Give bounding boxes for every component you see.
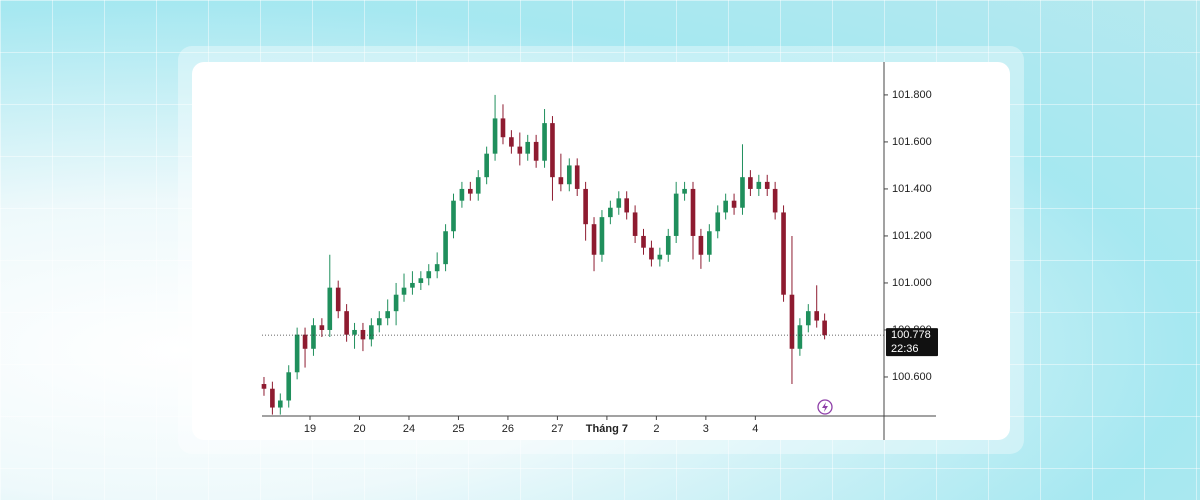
candle-body (426, 271, 432, 279)
candle-body (797, 325, 803, 349)
x-tick-label: Tháng 7 (586, 423, 628, 435)
candle-body (772, 188, 778, 213)
candle-body (707, 231, 712, 255)
candle-body (344, 311, 349, 335)
candle-body (764, 181, 770, 189)
candle-body (566, 165, 572, 185)
y-tick-label: 100.600 (892, 371, 932, 383)
candle-body (789, 294, 795, 349)
candle-body (525, 141, 531, 154)
candle-body (698, 235, 704, 255)
candle-body (665, 235, 671, 255)
candle-body (401, 287, 407, 295)
candle-body (335, 287, 341, 312)
y-tick-label: 101.400 (892, 183, 932, 195)
candle-body (294, 334, 300, 373)
x-tick-label: 3 (703, 423, 709, 435)
event-icon[interactable] (817, 399, 833, 415)
candle-body (616, 198, 622, 208)
candle-body (459, 188, 465, 201)
candle-body (492, 118, 498, 154)
y-tick-label: 101.800 (892, 89, 932, 101)
candle-body (352, 329, 357, 335)
candle-body (690, 188, 696, 236)
candle-body (748, 177, 753, 189)
y-tick-label: 101.000 (892, 277, 932, 289)
candle-body (261, 384, 267, 389)
candle-body (484, 153, 489, 178)
candle-body (509, 137, 514, 147)
candle-body (270, 388, 275, 408)
candle-body (641, 235, 646, 248)
x-tick-label: 27 (551, 423, 563, 435)
x-tick-label: 26 (502, 423, 514, 435)
x-tick-label: 20 (353, 423, 365, 435)
candle-body (558, 177, 564, 185)
y-tick-label: 101.600 (892, 136, 932, 148)
candle-body (533, 141, 539, 161)
candle-body (517, 146, 523, 154)
candle-body (451, 200, 456, 232)
candle-body (822, 320, 827, 336)
candle-body (410, 282, 415, 288)
candle-body (781, 212, 786, 295)
candle-body (715, 212, 721, 232)
candle-body (376, 318, 382, 326)
x-tick-label: 2 (653, 423, 659, 435)
candle-body (574, 165, 580, 189)
candle-body (550, 123, 555, 178)
candle-body (434, 264, 440, 272)
candle-body (740, 177, 745, 208)
candle-body (608, 207, 613, 218)
candle-body (277, 400, 283, 408)
candle-body (500, 118, 506, 138)
x-tick-label: 19 (304, 423, 316, 435)
candle-body (624, 198, 630, 213)
candle-body (286, 372, 292, 401)
candle-body (599, 217, 605, 255)
candle-body (327, 287, 333, 330)
candle-body (805, 311, 811, 326)
candle-body (657, 254, 663, 260)
candle-body (385, 311, 390, 319)
event-icon-bolt (822, 402, 828, 412)
candle-body (475, 177, 481, 194)
x-tick-label: 25 (452, 423, 464, 435)
countdown-label: 22:36 (891, 343, 919, 355)
candle-body (673, 193, 679, 236)
candle-body (814, 311, 820, 321)
candle-body (418, 278, 424, 283)
last-price-box (886, 328, 938, 357)
candle-body (302, 334, 308, 349)
x-tick-label: 24 (403, 423, 415, 435)
candle-body (319, 325, 325, 330)
candle-body (682, 188, 687, 194)
candle-body (393, 294, 399, 312)
y-tick-label: 101.200 (892, 230, 932, 242)
candle-body (756, 181, 762, 189)
candle-body (468, 188, 473, 194)
candle-body (632, 212, 638, 236)
candle-body (542, 123, 547, 161)
candle-body (731, 200, 737, 208)
candle-body (649, 247, 654, 260)
candle-body (369, 325, 374, 340)
last-price-label: 100.778 (891, 329, 931, 341)
candle-body (360, 329, 366, 340)
candle-body (583, 188, 588, 225)
candle-body (311, 325, 316, 349)
candle-body (591, 224, 597, 255)
candle-body (723, 200, 728, 213)
x-tick-label: 4 (752, 423, 758, 435)
candle-body (443, 231, 448, 265)
